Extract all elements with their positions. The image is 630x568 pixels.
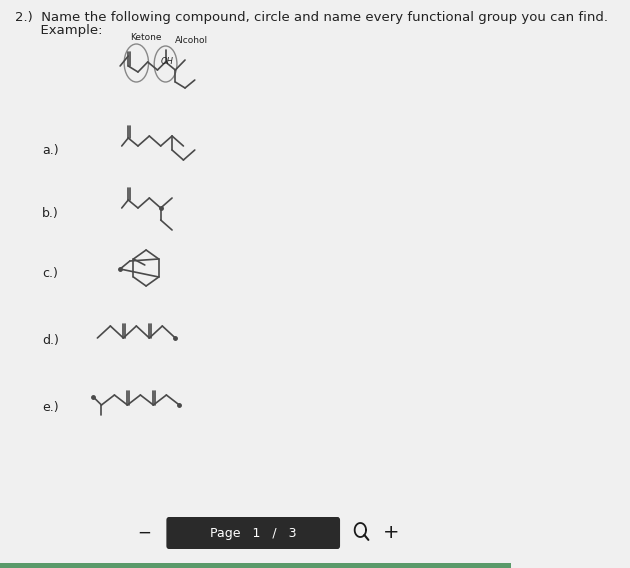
Text: −: −: [137, 524, 151, 542]
Text: Example:: Example:: [14, 24, 102, 37]
Text: OH: OH: [161, 56, 174, 65]
Text: Alcohol: Alcohol: [175, 36, 209, 45]
Text: a.): a.): [42, 144, 59, 157]
Text: c.): c.): [42, 266, 58, 279]
Text: Page   1   /   3: Page 1 / 3: [210, 527, 297, 540]
FancyBboxPatch shape: [166, 517, 340, 549]
Bar: [0, 563, 512, 568]
Text: +: +: [383, 524, 399, 542]
Text: Ketone: Ketone: [130, 33, 161, 42]
Text: d.): d.): [42, 333, 59, 346]
Text: b.): b.): [42, 207, 59, 219]
Text: 2.)  Name the following compound, circle and name every functional group you can: 2.) Name the following compound, circle …: [14, 11, 607, 24]
Text: e.): e.): [42, 402, 59, 415]
